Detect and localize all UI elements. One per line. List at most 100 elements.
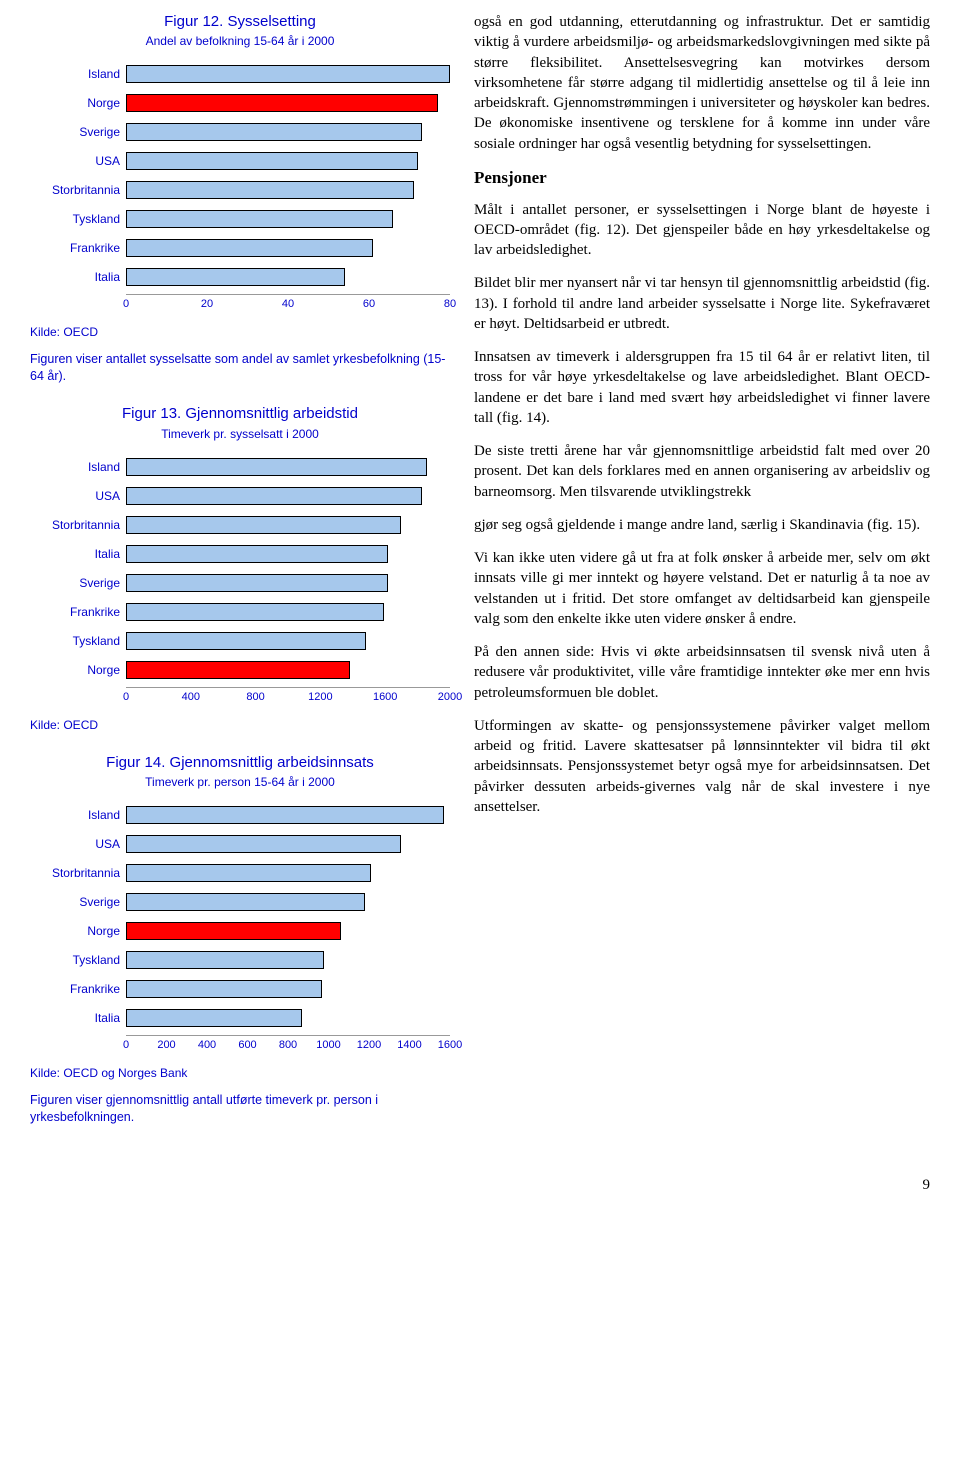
axis-tick: 0: [123, 1038, 129, 1053]
bar-label: Island: [30, 807, 126, 823]
bar-row: Frankrike: [30, 599, 450, 625]
bar-label: Island: [30, 66, 126, 82]
fig13-source: Kilde: OECD: [30, 717, 450, 733]
para-6: gjør seg også gjeldende i mange andre la…: [474, 515, 930, 535]
axis-tick: 60: [363, 297, 375, 312]
bar: [126, 268, 345, 286]
bar-label: USA: [30, 836, 126, 852]
bar: [126, 516, 401, 534]
bar-row: Norge: [30, 90, 450, 116]
bar: [126, 806, 444, 824]
para-1: også en god utdanning, etterutdanning og…: [474, 12, 930, 154]
axis-tick: 1400: [397, 1038, 421, 1053]
bar: [126, 458, 427, 476]
axis-tick: 2000: [438, 690, 462, 705]
bar: [126, 181, 414, 199]
fig14-source: Kilde: OECD og Norges Bank: [30, 1065, 450, 1081]
para-4: Innsatsen av timeverk i aldersgruppen fr…: [474, 347, 930, 428]
bar: [126, 951, 324, 969]
axis-tick: 800: [246, 690, 264, 705]
bar-label: Sverige: [30, 124, 126, 140]
bar-label: Tyskland: [30, 633, 126, 649]
bar-label: Frankrike: [30, 240, 126, 256]
bar-label: Norge: [30, 95, 126, 111]
bar: [126, 603, 384, 621]
bar-label: Island: [30, 459, 126, 475]
fig13-subtitle: Timeverk pr. sysselsatt i 2000: [30, 426, 450, 442]
bar-row: Tyskland: [30, 206, 450, 232]
axis-tick: 1600: [438, 1038, 462, 1053]
bar: [126, 864, 371, 882]
bar-row: Island: [30, 454, 450, 480]
para-9: Utformingen av skatte- og pensjonssystem…: [474, 716, 930, 817]
fig12-source: Kilde: OECD: [30, 324, 450, 340]
bar: [126, 210, 393, 228]
bar: [126, 835, 401, 853]
fig12-chart: Island Norge Sverige USA Storbritannia Tyskla…: [30, 57, 450, 290]
fig12-caption: Figuren viser antallet sysselsatte som a…: [30, 351, 450, 385]
bar: [126, 65, 450, 83]
axis-tick: 200: [157, 1038, 175, 1053]
bar-label: Storbritannia: [30, 865, 126, 881]
bar-row: USA: [30, 483, 450, 509]
axis-tick: 0: [123, 690, 129, 705]
para-8: På den annen side: Hvis vi økte arbeidsi…: [474, 642, 930, 703]
fig12-subtitle: Andel av befolkning 15-64 år i 2000: [30, 33, 450, 49]
bar-label: Sverige: [30, 575, 126, 591]
bar-row: Sverige: [30, 570, 450, 596]
bar-row: Storbritannia: [30, 512, 450, 538]
fig12-title: Figur 12. Sysselsetting: [30, 12, 450, 32]
bar-row: USA: [30, 148, 450, 174]
bar: [126, 545, 388, 563]
bar-label: Storbritannia: [30, 182, 126, 198]
bar: [126, 574, 388, 592]
bar-label: Italia: [30, 546, 126, 562]
bar: [126, 893, 365, 911]
axis-tick: 1200: [308, 690, 332, 705]
bar-row: Norge: [30, 657, 450, 683]
bar-row: Sverige: [30, 889, 450, 915]
bar-row: USA: [30, 831, 450, 857]
bar-label: USA: [30, 153, 126, 169]
bar-label: Storbritannia: [30, 517, 126, 533]
right-column: også en god utdanning, etterutdanning og…: [474, 12, 930, 1145]
bar-label: Italia: [30, 269, 126, 285]
axis-tick: 400: [182, 690, 200, 705]
bar-row: Sverige: [30, 119, 450, 145]
document-page: Figur 12. Sysselsetting Andel av befolkn…: [0, 0, 960, 1175]
bar-row: Island: [30, 61, 450, 87]
fig12-axis: 020406080: [30, 294, 450, 310]
bar-label: Norge: [30, 662, 126, 678]
bar-label: USA: [30, 488, 126, 504]
fig13-chart: Island USA Storbritannia Italia Sverige Frank…: [30, 450, 450, 683]
para-7: Vi kan ikke uten videre gå ut fra at fol…: [474, 548, 930, 629]
axis-tick: 80: [444, 297, 456, 312]
bar: [126, 1009, 302, 1027]
fig14-subtitle: Timeverk pr. person 15-64 år i 2000: [30, 774, 450, 790]
bar-row: Storbritannia: [30, 860, 450, 886]
axis-tick: 1600: [373, 690, 397, 705]
fig14-title: Figur 14. Gjennomsnittlig arbeidsinnsats: [30, 753, 450, 773]
bar-label: Frankrike: [30, 604, 126, 620]
bar-label: Tyskland: [30, 211, 126, 227]
bar-row: Norge: [30, 918, 450, 944]
fig14-axis: 02004006008001000120014001600: [30, 1035, 450, 1051]
bar-row: Italia: [30, 264, 450, 290]
page-number: 9: [0, 1175, 960, 1215]
heading-pensjoner: Pensjoner: [474, 167, 930, 190]
bar-row: Frankrike: [30, 235, 450, 261]
bar: [126, 152, 418, 170]
bar-label: Italia: [30, 1010, 126, 1026]
fig14-chart: Island USA Storbritannia Sverige Norge Tyskla…: [30, 798, 450, 1031]
bar: [126, 661, 350, 679]
para-5: De siste tretti årene har vår gjennomsni…: [474, 441, 930, 502]
figure-13: Figur 13. Gjennomsnittlig arbeidstid Tim…: [30, 404, 450, 702]
bar: [126, 922, 341, 940]
left-column: Figur 12. Sysselsetting Andel av befolkn…: [30, 12, 450, 1145]
axis-tick: 1200: [357, 1038, 381, 1053]
axis-tick: 40: [282, 297, 294, 312]
bar-row: Italia: [30, 1005, 450, 1031]
figure-14: Figur 14. Gjennomsnittlig arbeidsinnsats…: [30, 753, 450, 1051]
bar-label: Tyskland: [30, 952, 126, 968]
axis-tick: 400: [198, 1038, 216, 1053]
